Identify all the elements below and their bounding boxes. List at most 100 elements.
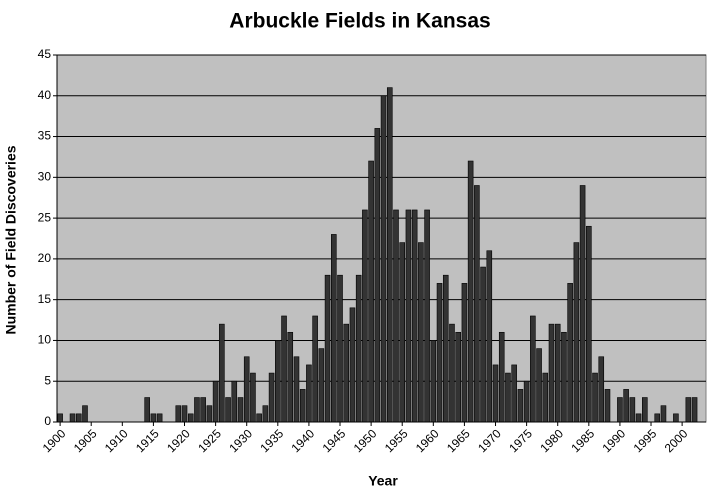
bar <box>82 405 88 423</box>
bar <box>306 364 312 423</box>
bar <box>617 397 623 423</box>
y-tick-label: 30 <box>38 170 52 184</box>
bar <box>374 128 381 423</box>
y-tick-label: 0 <box>44 414 51 428</box>
bar <box>287 331 294 423</box>
x-tick-label: 1900 <box>40 426 69 455</box>
chart-title: Arbuckle Fields in Kansas <box>229 10 490 33</box>
bar <box>498 331 505 423</box>
bar <box>380 95 387 423</box>
bar <box>660 405 667 423</box>
bar <box>175 405 182 423</box>
bar <box>318 348 325 423</box>
bar <box>542 372 549 423</box>
bar <box>293 356 300 423</box>
bar <box>411 209 418 423</box>
x-tick-label: 1945 <box>320 426 349 455</box>
bar <box>206 405 213 423</box>
bar <box>75 413 82 423</box>
x-tick-label: 1940 <box>288 426 317 455</box>
bar <box>673 413 679 423</box>
bar <box>368 160 374 423</box>
x-tick-label: 1920 <box>164 426 193 455</box>
bar <box>386 87 393 423</box>
bar <box>467 160 474 423</box>
bar <box>586 225 592 423</box>
bar <box>573 242 580 423</box>
bar <box>181 405 188 423</box>
bar <box>442 274 449 423</box>
bar <box>430 340 437 423</box>
y-tick-label: 15 <box>38 292 52 306</box>
bar <box>449 323 455 423</box>
bar <box>418 242 424 423</box>
bar <box>281 315 287 423</box>
bar <box>194 397 200 423</box>
bar <box>144 397 150 423</box>
bar <box>349 307 356 423</box>
bar <box>343 323 350 423</box>
bar <box>393 209 399 423</box>
bar <box>312 315 318 423</box>
bar <box>561 331 567 423</box>
bar <box>200 397 206 423</box>
bar <box>548 323 555 423</box>
bar <box>337 274 343 423</box>
y-tick-label: 20 <box>38 251 52 265</box>
bar <box>256 413 262 423</box>
bar <box>592 372 598 423</box>
bar <box>554 323 561 423</box>
bar <box>156 413 163 423</box>
bar <box>517 389 524 423</box>
x-tick-label: 1955 <box>382 426 411 455</box>
x-tick-label: 1970 <box>475 426 504 455</box>
x-axis-label: Year <box>368 473 398 489</box>
bar <box>642 397 648 423</box>
x-tick-label: 1930 <box>226 426 255 455</box>
bar <box>262 405 269 423</box>
bar <box>299 389 306 423</box>
x-tick-label: 2000 <box>662 426 691 455</box>
bar <box>324 274 331 423</box>
bar <box>523 380 530 423</box>
bar <box>331 234 337 423</box>
bar <box>362 209 368 423</box>
bar <box>623 389 629 423</box>
x-tick-label: 1975 <box>506 426 535 455</box>
bar <box>237 397 244 423</box>
y-tick-label: 40 <box>38 88 52 102</box>
bar <box>567 283 573 423</box>
bar <box>355 274 362 423</box>
x-tick-label: 1960 <box>413 426 442 455</box>
bar <box>691 397 698 423</box>
y-axis-label: Number of Field Discoveries <box>3 145 19 334</box>
x-tick-label: 1910 <box>102 426 131 455</box>
x-tick-label: 1925 <box>195 426 224 455</box>
y-tick-label: 5 <box>44 373 51 387</box>
x-tick-label: 1985 <box>568 426 597 455</box>
x-tick-label: 1935 <box>257 426 286 455</box>
y-tick-label: 10 <box>38 333 52 347</box>
bar <box>474 185 480 423</box>
bar <box>579 185 586 423</box>
bar <box>243 356 250 423</box>
bar <box>424 209 430 423</box>
y-tick-label: 25 <box>38 210 52 224</box>
x-tick-label: 1980 <box>537 426 566 455</box>
x-tick-label: 1995 <box>631 426 660 455</box>
y-tick-label: 45 <box>38 47 52 61</box>
bar <box>150 413 157 423</box>
bar <box>187 413 194 423</box>
bar <box>455 331 461 423</box>
bar <box>505 372 511 423</box>
x-tick-label: 1990 <box>600 426 629 455</box>
bar <box>461 283 468 423</box>
bar <box>480 266 486 423</box>
x-tick-label: 1950 <box>351 426 380 455</box>
y-tick-label: 35 <box>38 129 52 143</box>
x-tick-label: 1915 <box>133 426 162 455</box>
bar <box>635 413 642 423</box>
bar <box>685 397 692 423</box>
bar <box>219 323 225 423</box>
